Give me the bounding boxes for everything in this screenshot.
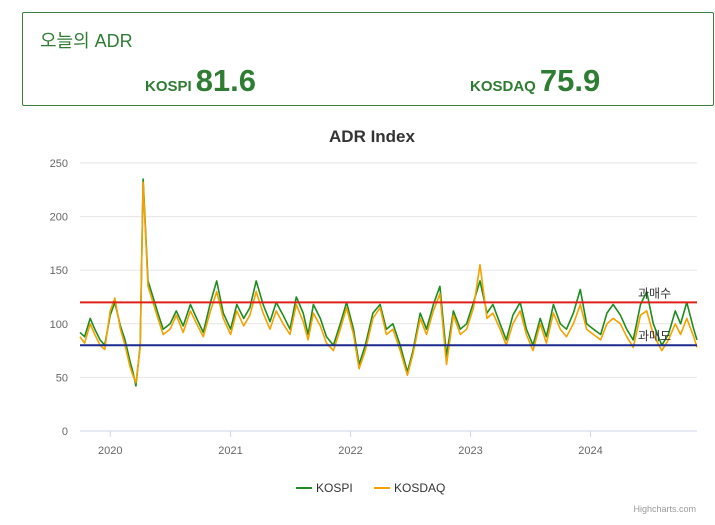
- chart-legend: KOSPI KOSDAQ: [296, 481, 445, 495]
- chart-grid: [80, 162, 697, 432]
- kosdaq-value: 75.9: [539, 63, 601, 98]
- kosdaq-metric: KOSDAQ 75.9: [470, 63, 600, 99]
- adr-summary-card: 오늘의 ADR KOSPI 81.6 KOSDAQ 75.9: [22, 12, 714, 106]
- chart-series: [79, 178, 698, 387]
- x-axis-ticks: 2020 2021 2022 2023 2024: [98, 431, 603, 457]
- kospi-label: KOSPI: [145, 78, 192, 95]
- legend-item-kospi[interactable]: KOSPI: [316, 481, 353, 495]
- y-tick-label: 50: [56, 372, 68, 384]
- kospi-metric: KOSPI 81.6: [145, 63, 256, 99]
- x-tick-label: 2020: [98, 445, 122, 457]
- y-tick-label: 200: [50, 212, 68, 224]
- x-tick-label: 2023: [458, 445, 482, 457]
- x-tick-label: 2024: [578, 445, 602, 457]
- plot-line-label: 과매도: [638, 329, 671, 343]
- highcharts-credit[interactable]: Highcharts.com: [633, 504, 696, 514]
- x-tick-label: 2022: [338, 445, 362, 457]
- plot-line-label: 과매수: [638, 286, 671, 300]
- y-tick-label: 250: [50, 158, 68, 170]
- summary-title: 오늘의 ADR: [40, 31, 133, 51]
- kospi-value: 81.6: [195, 63, 257, 98]
- series-line-kosdaq[interactable]: [79, 181, 698, 384]
- legend-item-kosdaq[interactable]: KOSDAQ: [394, 481, 445, 495]
- y-tick-label: 0: [62, 426, 68, 438]
- x-tick-label: 2021: [218, 445, 242, 457]
- y-axis-ticks: 0 50 100 150 200 250: [50, 158, 68, 438]
- y-tick-label: 100: [50, 319, 68, 331]
- chart-title: ADR Index: [329, 127, 416, 146]
- y-tick-label: 150: [50, 265, 68, 277]
- series-line-kospi[interactable]: [79, 178, 698, 387]
- kosdaq-label: KOSDAQ: [470, 78, 536, 95]
